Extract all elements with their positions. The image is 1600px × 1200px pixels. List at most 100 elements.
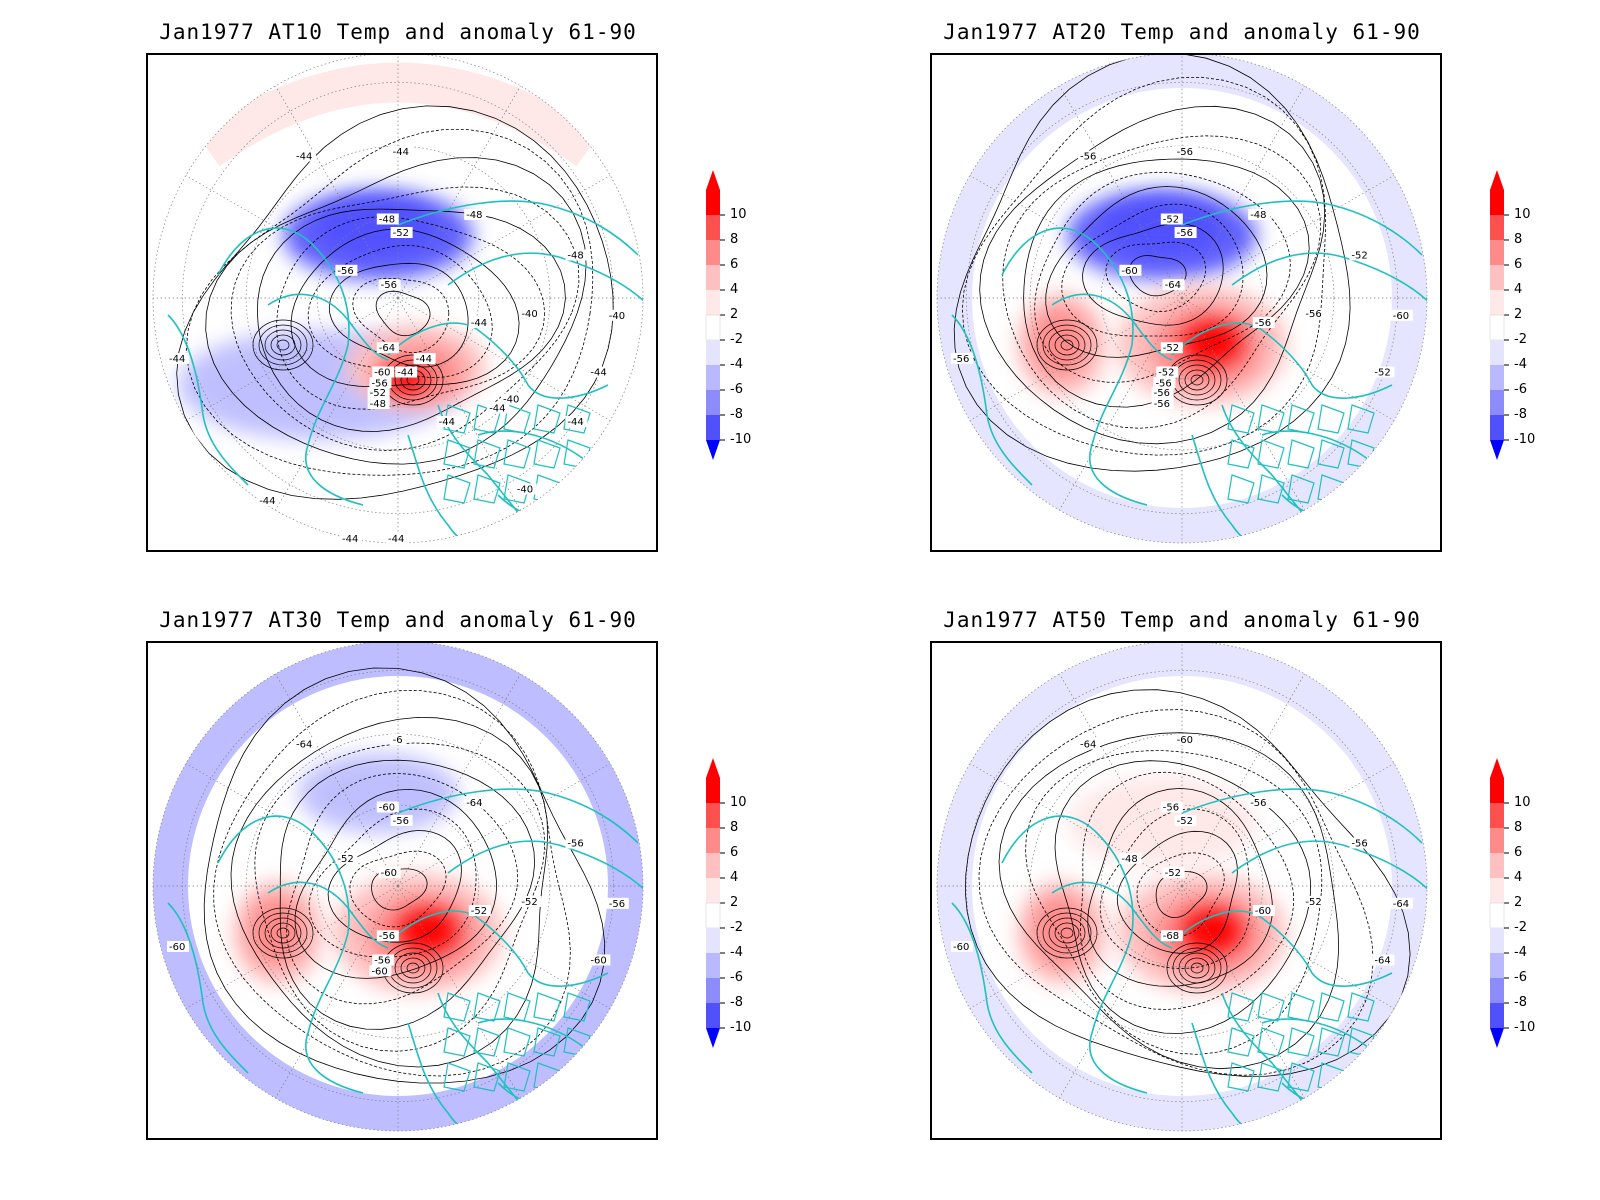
contour-label: -56 [374,956,390,967]
meridian-line [969,763,1183,887]
colorbar-swatch [706,340,720,365]
tight-contour [270,334,296,356]
map-panel-at20: Jan1977 AT20 Temp and anomaly 61-90 -56 -5… [784,0,1584,600]
meridian-line [1181,175,1395,299]
country-border [503,1027,531,1057]
contour-label: -64 [1393,899,1409,910]
contour-label: -52 [471,906,487,917]
coastline [1001,815,1148,1094]
colorbar-swatch [1490,928,1504,953]
coastline [1191,1022,1263,1131]
colorbar-label: 10 [1514,207,1531,222]
contour-label-bg [436,416,459,427]
meridian-line [1181,297,1395,421]
contour-label-bg [468,317,491,328]
contour-label-bg [376,801,399,813]
colorbar-label: -6 [1514,382,1527,397]
tight-contour [1060,339,1074,351]
contour-label-bg [390,146,413,157]
latitude-circle [182,670,614,1102]
coastline [1181,200,1423,256]
colorbar-swatch [1490,415,1504,440]
temperature-contour [230,716,549,1068]
contour-label: -60 [169,942,185,953]
country-border [1257,992,1285,1022]
colorbar-swatch [1490,978,1504,1003]
temperature-contour [294,788,498,979]
contour-label-bg [369,965,392,977]
contour-label: -52 [337,854,353,865]
contour-label: -48 [379,215,395,226]
colorbar-swatch [706,290,720,315]
coastline [397,200,639,256]
coastline [1001,227,1148,506]
colorbar-swatch [1490,365,1504,390]
contour-label-bg [1153,377,1176,389]
coastline [1171,322,1393,399]
anomaly-colorbar: 10 8 6 4 2 -2 -4 -6 -8 -10 [700,758,790,1048]
map-panel-at30: Jan1977 AT30 Temp and anomaly 61-90 -64 -6… [0,588,800,1188]
contour-label-bg [951,353,974,364]
country-border [1317,1027,1345,1057]
contour-label: -64 [296,740,312,751]
contour-label: -64 [1165,280,1181,291]
contour-label-bg [395,366,418,378]
colorbar-swatches [1489,758,1509,1048]
tight-contour [394,952,432,984]
coastline [1051,881,1173,949]
colorbar-swatch [705,314,721,341]
contour-label-bg [1349,837,1372,849]
temperature-contour [371,868,428,911]
colorbar-swatch [706,215,720,240]
contour-label: -56 [1177,147,1193,158]
contour-label: -44 [590,368,606,379]
contour-label: -40 [503,395,519,406]
contour-label-bg [501,393,523,405]
contour-label-bg [1160,213,1183,225]
map-panel-at50: Jan1977 AT50 Temp and anomaly 61-90 -64 -6… [784,588,1584,1188]
colorbar-swatch [706,1003,720,1028]
contour-label-bg [1160,930,1183,942]
coastline [217,815,364,1094]
contour-label-bg [367,398,390,409]
country-border [1257,404,1285,434]
colorbar-swatch [1489,314,1505,341]
tight-contour [1054,922,1080,944]
colorbar-label: -10 [1514,432,1536,447]
tight-contour [258,912,308,954]
contour-label: -56 [1080,152,1096,163]
polar-stereographic-plot: -44 -44-48-52-56-56-48-44-48-40 -40-44-44-… [152,55,644,545]
contour-label: -40 [521,309,537,320]
meridian-line [1181,85,1305,299]
tight-contour [1184,369,1210,391]
latitude-circle [182,82,614,514]
colorbar-swatch [706,878,720,903]
coastline [267,881,389,949]
meridian-line [1181,763,1395,887]
tight-contour [1190,962,1204,974]
map-boundary-circle [936,643,1428,1132]
tight-contour [1042,912,1092,954]
contour-label-bg [376,213,399,225]
tight-contour [276,927,290,939]
contour-label: -64 [466,798,482,809]
contour-label-bg [1119,852,1142,864]
coastline [951,902,1033,1074]
colorbar-swatch [706,828,720,853]
colorbar-label: -6 [730,382,743,397]
colorbar-label: 4 [730,870,739,885]
contour-label-bg [390,815,413,826]
colorbar-label: 2 [730,307,739,322]
contour-label: -64 [1374,956,1390,967]
colorbar-swatch [1490,803,1504,828]
contour-label: -52 [1351,251,1367,262]
colorbar-swatch [705,902,721,929]
latitude-circle [966,82,1398,514]
temperature-contour [1155,871,1208,918]
country-border [1287,1027,1315,1057]
meridian-line [1059,85,1183,299]
contour-label: -56 [1154,388,1170,399]
colorbar-swatch [1490,828,1504,853]
tight-contour [1048,917,1086,949]
contour-label: -56 [1154,399,1170,410]
